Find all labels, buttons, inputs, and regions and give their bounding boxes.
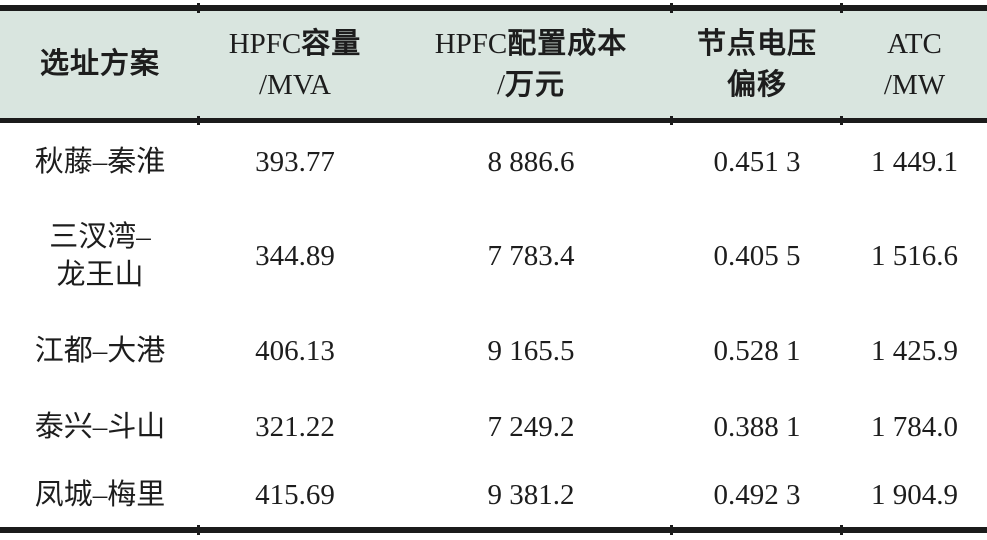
cell-cost: 9 165.5 [487, 334, 575, 367]
header-cost-label: HPFC配置成本 [434, 28, 628, 61]
rule-junction-tick [840, 525, 843, 535]
rule-junction-tick [670, 3, 673, 13]
rule-junction-tick [670, 116, 673, 125]
cell-voltage: 0.451 3 [713, 145, 801, 178]
header-cell-voltage: 节点电压 偏移 [672, 11, 842, 118]
cell-voltage: 0.492 3 [713, 478, 801, 511]
table-row: 江都–大港 406.13 9 165.5 0.528 1 1 425.9 [0, 311, 987, 391]
cell-voltage: 0.528 1 [713, 334, 801, 367]
header-cell-cost: HPFC配置成本 /万元 [390, 11, 672, 118]
cell-voltage: 0.405 5 [713, 239, 801, 272]
header-cell-atc: ATC /MW [842, 11, 987, 118]
rule-junction-tick [197, 3, 200, 13]
cell-atc: 1 516.6 [871, 239, 958, 272]
table-row: 凤城–梅里 415.69 9 381.2 0.492 3 1 904.9 [0, 463, 987, 527]
table-bottom-rule [0, 525, 987, 535]
header-atc-unit: /MW [883, 68, 946, 101]
cell-cost: 9 381.2 [487, 478, 575, 511]
scheme-name-line: 泰兴–斗山 [34, 410, 166, 443]
cell-cost: 8 886.6 [487, 145, 575, 178]
scheme-name-line: 江都–大港 [34, 334, 166, 367]
scheme-name-line: 三汊湾– [49, 220, 151, 253]
header-capacity-unit: /MVA [259, 68, 331, 101]
scheme-name-line: 秋藤–秦淮 [34, 145, 166, 178]
cell-capacity: 321.22 [255, 410, 335, 443]
table-row: 秋藤–秦淮 393.77 8 886.6 0.451 3 1 449.1 [0, 123, 987, 201]
cell-scheme: 江都–大港 [0, 332, 200, 370]
rule-junction-tick [670, 525, 673, 535]
rule-junction-tick [840, 3, 843, 13]
header-cell-capacity: HPFC容量 /MVA [200, 11, 390, 118]
header-cost-unit: /万元 [496, 68, 566, 101]
header-cell-scheme: 选址方案 [0, 11, 200, 118]
cell-atc: 1 784.0 [871, 410, 958, 443]
table-row: 泰兴–斗山 321.22 7 249.2 0.388 1 1 784.0 [0, 391, 987, 463]
cell-scheme: 三汊湾– 龙王山 [0, 218, 200, 295]
header-capacity-label: HPFC容量 [228, 28, 362, 61]
table-row: 三汊湾– 龙王山 344.89 7 783.4 0.405 5 1 516.6 [0, 201, 987, 311]
header-scheme-label: 选址方案 [39, 48, 160, 81]
header-voltage-label2: 偏移 [726, 68, 787, 101]
cell-scheme: 泰兴–斗山 [0, 408, 200, 446]
cell-scheme: 凤城–梅里 [0, 476, 200, 514]
cell-capacity: 406.13 [255, 334, 335, 367]
cell-voltage: 0.388 1 [713, 410, 801, 443]
cell-cost: 7 783.4 [487, 239, 575, 272]
table-header-rule [0, 116, 987, 125]
header-voltage-label: 节点电压 [696, 28, 817, 61]
table-header-row: 选址方案 HPFC容量 /MVA HPFC配置成本 /万元 节点电压 偏移 AT… [0, 11, 987, 118]
cell-capacity: 393.77 [255, 145, 335, 178]
table-top-rule [0, 3, 987, 13]
cell-atc: 1 449.1 [871, 145, 958, 178]
rule-junction-tick [840, 116, 843, 125]
rule-junction-tick [197, 116, 200, 125]
rule-junction-tick [197, 525, 200, 535]
cell-atc: 1 904.9 [871, 478, 958, 511]
cell-cost: 7 249.2 [487, 410, 575, 443]
cell-scheme: 秋藤–秦淮 [0, 143, 200, 181]
table-body: 秋藤–秦淮 393.77 8 886.6 0.451 3 1 449.1 三汊湾– 龙王山 3… [0, 123, 987, 527]
cell-capacity: 415.69 [255, 478, 335, 511]
scheme-name-line: 龙王山 [56, 259, 144, 291]
scheme-name-line: 凤城–梅里 [34, 478, 166, 511]
cell-capacity: 344.89 [255, 239, 335, 272]
cell-atc: 1 425.9 [871, 334, 958, 367]
header-atc-label: ATC [887, 28, 942, 61]
